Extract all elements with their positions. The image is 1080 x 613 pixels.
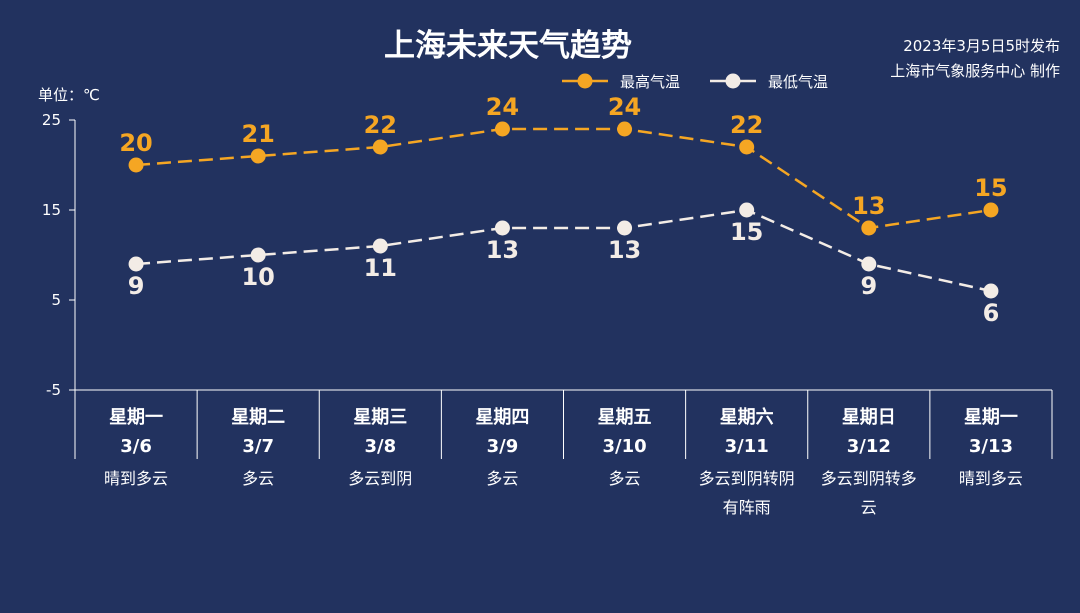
low-temp-label: 13: [486, 236, 519, 264]
low-temp-line: [135, 208, 992, 293]
high-temp-label: 22: [730, 111, 763, 139]
weather-label: 多云: [486, 469, 518, 488]
low-temp-label: 11: [364, 254, 397, 282]
date-label: 3/13: [969, 436, 1013, 457]
low-temp-label: 10: [241, 263, 274, 291]
low-temp-label: 13: [608, 236, 641, 264]
high-temp-point: [494, 121, 510, 137]
high-temp-line: [135, 127, 992, 230]
y-tick-label: -5: [46, 381, 61, 399]
high-temp-label: 21: [241, 120, 274, 148]
date-label: 3/8: [365, 436, 397, 457]
high-temp-point: [617, 121, 633, 137]
high-temp-label: 22: [364, 111, 397, 139]
high-temp-label: 24: [608, 93, 641, 121]
y-tick-label: 5: [51, 291, 61, 309]
high-temp-point: [739, 139, 755, 155]
high-temp-label: 24: [486, 93, 519, 121]
weather-label: 晴到多云: [959, 469, 1023, 488]
weekday-label: 星期五: [598, 407, 652, 428]
low-temp-label: 9: [860, 272, 877, 300]
weather-label: 有阵雨: [723, 498, 771, 517]
date-label: 3/6: [120, 436, 152, 457]
weather-label: 多云: [609, 469, 641, 488]
weekday-label: 星期一: [964, 407, 1018, 428]
weather-label: 多云到阴: [348, 469, 412, 488]
y-tick-label: 25: [42, 111, 61, 129]
low-temp-point: [739, 202, 755, 218]
weekday-label: 星期一: [109, 407, 163, 428]
weather-label: 晴到多云: [104, 469, 168, 488]
low-temp-point: [983, 283, 999, 299]
legend-low-marker: [710, 73, 756, 89]
high-temp-point: [250, 148, 266, 164]
unit-label: 单位：℃: [38, 86, 100, 104]
date-label: 3/11: [725, 436, 769, 457]
date-label: 3/12: [847, 436, 891, 457]
high-temp-label: 13: [852, 192, 885, 220]
high-temp-point: [983, 202, 999, 218]
low-temp-label: 6: [983, 299, 1000, 327]
weekday-label: 星期六: [720, 406, 774, 428]
weather-label: 多云到阴转阴: [699, 469, 795, 488]
high-temp-label: 20: [119, 129, 152, 157]
legend-item-low: 最低气温: [708, 70, 828, 92]
weekday-label: 星期三: [353, 407, 407, 428]
low-temp-label: 15: [730, 218, 763, 246]
weather-label: 多云到阴转多: [821, 469, 917, 488]
low-temp-point: [861, 256, 877, 272]
high-temp-point: [128, 157, 144, 173]
high-temp-point: [372, 139, 388, 155]
weather-label: 云: [861, 498, 877, 517]
low-temp-point: [372, 238, 388, 254]
legend-high-marker: [562, 73, 608, 89]
low-temp-point: [250, 247, 266, 263]
publish-time: 2023年3月5日5时发布: [903, 37, 1060, 55]
date-label: 3/10: [602, 436, 646, 457]
low-temp-point: [617, 220, 633, 236]
legend-label-low: 最低气温: [768, 72, 829, 91]
high-temp-point: [861, 220, 877, 236]
chart-title: 上海未来天气趋势: [384, 28, 632, 64]
y-tick-label: 15: [42, 201, 61, 219]
publisher: 上海市气象服务中心 制作: [890, 62, 1060, 80]
low-temp-point: [494, 220, 510, 236]
date-label: 3/7: [242, 436, 274, 457]
low-temp-point: [128, 256, 144, 272]
weekday-label: 星期日: [842, 407, 896, 428]
legend-item-high: 最高气温: [560, 70, 680, 92]
high-temp-label: 15: [974, 174, 1007, 202]
legend-label-high: 最高气温: [620, 72, 681, 91]
date-label: 3/9: [487, 436, 519, 457]
weekday-label: 星期二: [231, 407, 285, 428]
weather-label: 多云: [242, 469, 274, 488]
publish-info: 2023年3月5日5时发布 上海市气象服务中心 制作: [890, 34, 1060, 84]
low-temp-label: 9: [128, 272, 145, 300]
weekday-label: 星期四: [475, 407, 529, 428]
